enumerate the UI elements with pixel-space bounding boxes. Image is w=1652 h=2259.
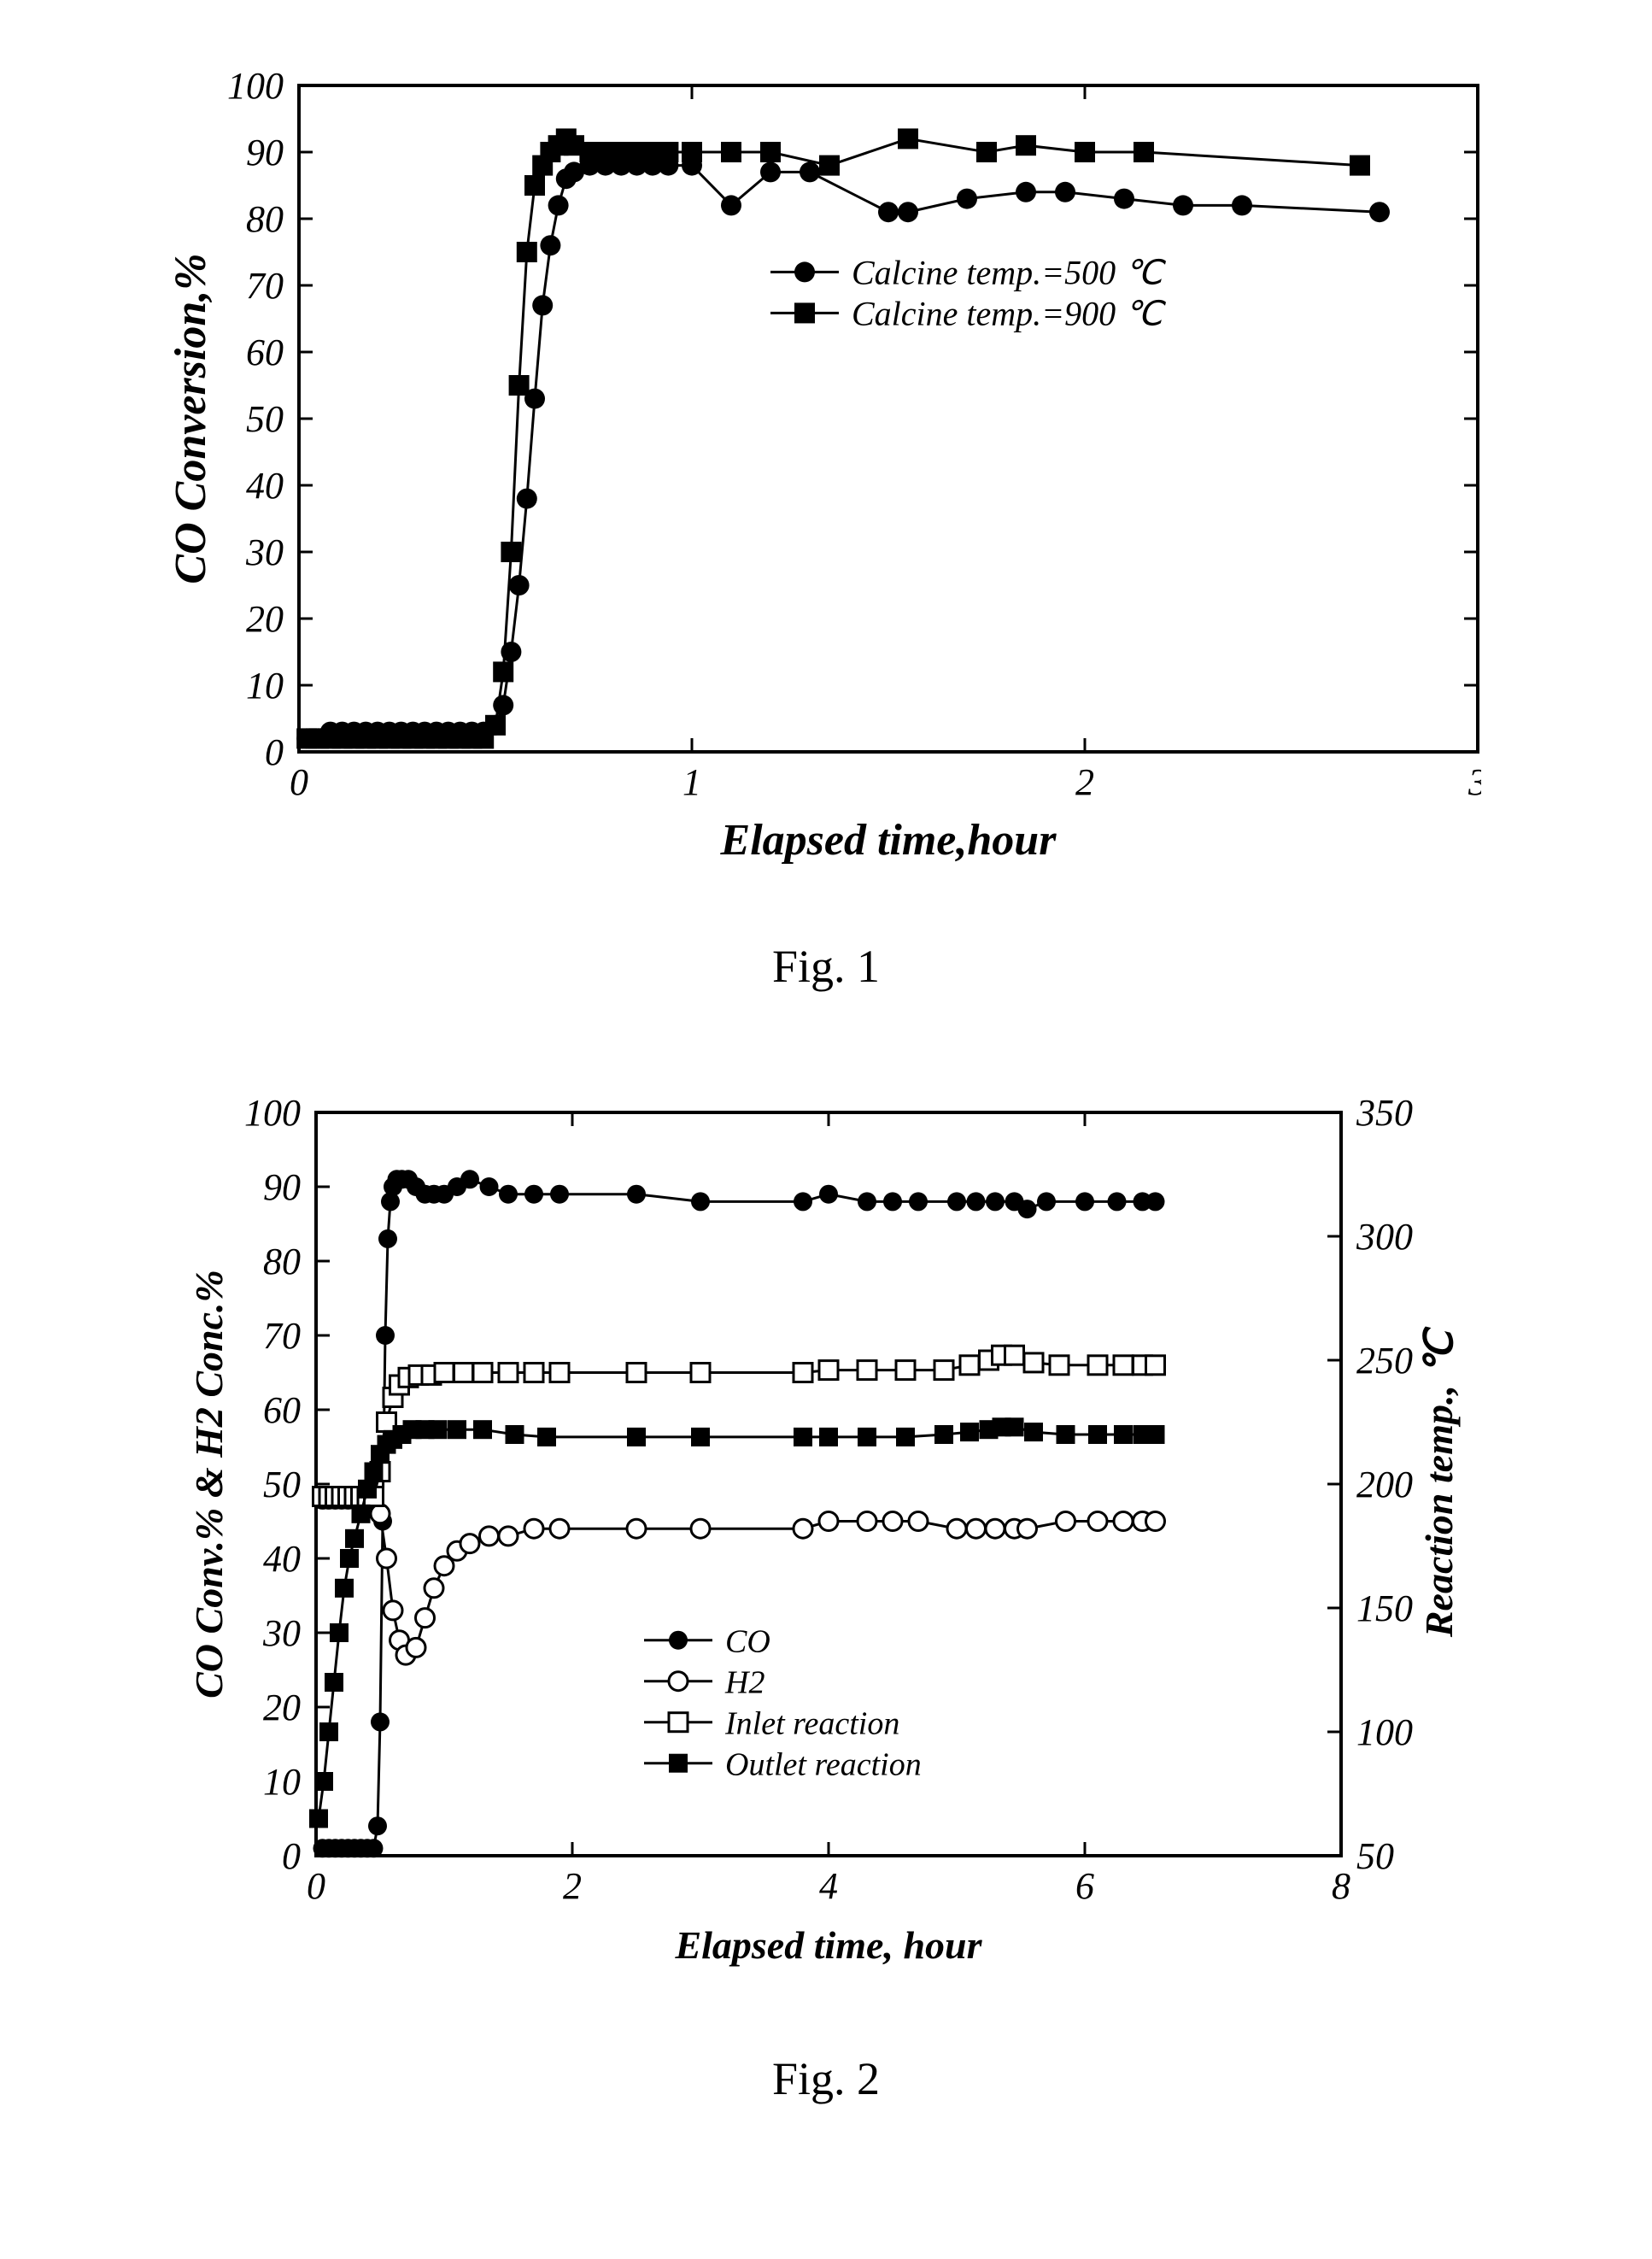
svg-text:90: 90 [246,132,284,173]
svg-text:100: 100 [227,65,284,107]
svg-text:CO: CO [725,1624,770,1660]
svg-text:1: 1 [682,761,701,803]
caption-fig2: Fig. 2 [171,2052,1481,2105]
svg-text:60: 60 [246,332,284,373]
svg-text:250: 250 [1356,1340,1413,1382]
svg-text:6: 6 [1075,1865,1094,1907]
svg-text:40: 40 [263,1538,301,1580]
svg-text:8: 8 [1332,1865,1350,1907]
svg-text:50: 50 [1356,1835,1394,1877]
svg-text:CO Conversion,%: CO Conversion,% [171,253,215,584]
fig2-chart: 0246801020304050607080901005010015020025… [171,1078,1481,2018]
svg-text:20: 20 [263,1687,301,1728]
svg-text:30: 30 [245,531,284,573]
svg-text:20: 20 [246,598,284,640]
svg-text:200: 200 [1356,1464,1413,1505]
svg-text:0: 0 [282,1835,301,1877]
svg-text:Inlet reaction: Inlet reaction [724,1706,899,1742]
svg-text:0: 0 [265,731,284,773]
svg-text:4: 4 [819,1865,838,1907]
svg-text:2: 2 [563,1865,582,1907]
svg-text:Elapsed time, hour: Elapsed time, hour [674,1923,982,1967]
svg-text:80: 80 [246,198,284,240]
svg-text:300: 300 [1356,1216,1413,1258]
svg-text:70: 70 [263,1315,301,1357]
svg-text:10: 10 [246,665,284,707]
svg-text:60: 60 [263,1389,301,1431]
svg-text:100: 100 [1356,1711,1413,1753]
svg-text:100: 100 [244,1092,301,1134]
svg-text:Elapsed time,hour: Elapsed time,hour [720,816,1057,865]
svg-text:Outlet reaction: Outlet reaction [725,1747,922,1783]
svg-text:350: 350 [1356,1092,1413,1134]
svg-text:Reaction temp., ℃: Reaction temp., ℃ [1417,1327,1461,1639]
svg-text:90: 90 [263,1166,301,1208]
svg-text:2: 2 [1075,761,1094,803]
svg-text:80: 80 [263,1241,301,1282]
svg-text:CO Conv.% & H2 Conc.%: CO Conv.% & H2 Conc.% [187,1270,231,1699]
svg-text:50: 50 [263,1464,301,1505]
caption-fig1: Fig. 1 [171,940,1481,993]
figure-1: 01230102030405060708090100Elapsed time,h… [171,51,1481,906]
svg-text:0: 0 [307,1865,325,1907]
svg-text:150: 150 [1356,1587,1413,1629]
svg-text:50: 50 [246,398,284,440]
svg-text:0: 0 [290,761,308,803]
svg-text:H2: H2 [724,1665,764,1701]
svg-text:30: 30 [262,1612,301,1654]
figure-2: 0246801020304050607080901005010015020025… [171,1078,1481,2018]
fig1-chart: 01230102030405060708090100Elapsed time,h… [171,51,1481,906]
svg-text:Calcine temp.=900 ℃: Calcine temp.=900 ℃ [852,294,1166,332]
svg-text:40: 40 [246,465,284,507]
svg-text:3: 3 [1467,761,1481,803]
svg-text:70: 70 [246,265,284,307]
svg-text:Calcine temp.=500 ℃: Calcine temp.=500 ℃ [852,253,1166,291]
svg-text:10: 10 [263,1761,301,1803]
